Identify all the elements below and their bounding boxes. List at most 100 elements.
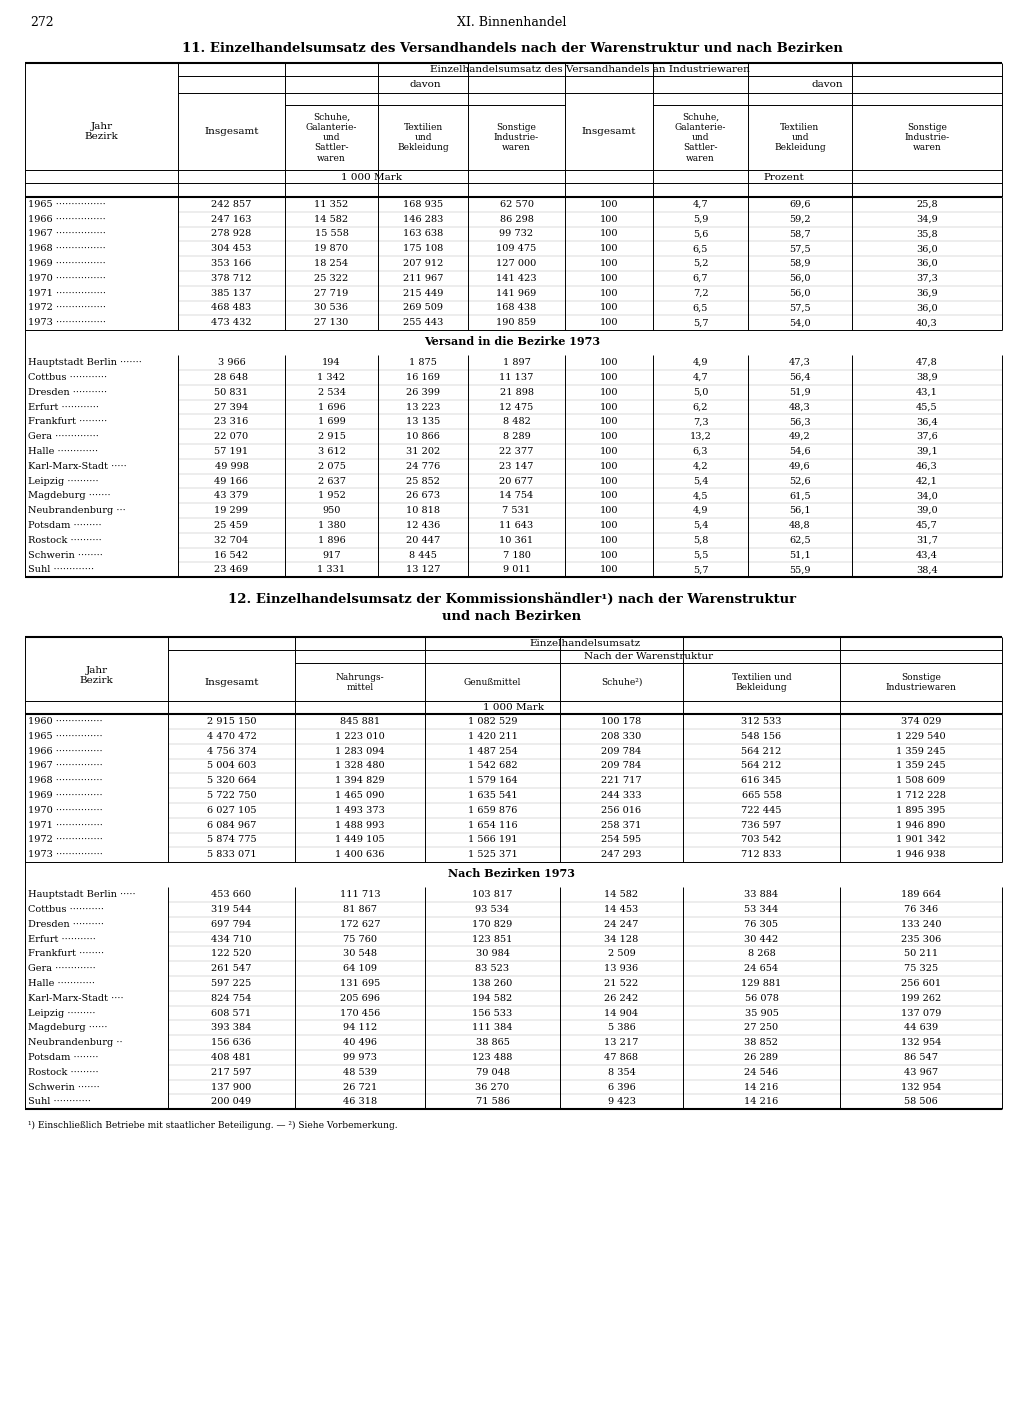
Text: Schuhe,
Galanterie-
und
Sattler-
waren: Schuhe, Galanterie- und Sattler- waren <box>306 113 357 162</box>
Text: 1 000 Mark: 1 000 Mark <box>341 173 402 182</box>
Text: Nach Bezirken 1973: Nach Bezirken 1973 <box>449 867 575 878</box>
Text: 20 677: 20 677 <box>500 477 534 485</box>
Text: 2 637: 2 637 <box>317 477 345 485</box>
Text: 170 456: 170 456 <box>340 1008 380 1018</box>
Text: 100: 100 <box>600 491 618 501</box>
Text: 138 260: 138 260 <box>472 979 513 988</box>
Text: 100: 100 <box>600 388 618 396</box>
Text: Einzelhandelsumsatz: Einzelhandelsumsatz <box>529 639 641 649</box>
Text: 99 973: 99 973 <box>343 1053 377 1062</box>
Text: 4 470 472: 4 470 472 <box>207 732 256 740</box>
Text: 703 542: 703 542 <box>741 836 781 845</box>
Text: 917: 917 <box>323 550 341 560</box>
Text: 100: 100 <box>600 289 618 298</box>
Text: 1966 ················: 1966 ················ <box>28 214 105 224</box>
Text: 468 483: 468 483 <box>211 303 252 313</box>
Text: 35 905: 35 905 <box>744 1008 778 1018</box>
Text: 43,4: 43,4 <box>916 550 938 560</box>
Text: Cottbus ···········: Cottbus ··········· <box>28 905 104 914</box>
Text: 272: 272 <box>30 16 53 28</box>
Text: 111 384: 111 384 <box>472 1024 513 1032</box>
Text: 247 163: 247 163 <box>211 214 252 224</box>
Text: Halle ············: Halle ············ <box>28 979 95 988</box>
Text: 175 108: 175 108 <box>402 244 443 254</box>
Text: 5,4: 5,4 <box>693 520 709 530</box>
Text: 217 597: 217 597 <box>211 1067 252 1077</box>
Text: 736 597: 736 597 <box>741 821 781 829</box>
Text: 5 386: 5 386 <box>607 1024 635 1032</box>
Text: 30 548: 30 548 <box>343 949 377 959</box>
Text: 190 859: 190 859 <box>497 319 537 327</box>
Text: 1 946 890: 1 946 890 <box>896 821 946 829</box>
Text: 50 831: 50 831 <box>214 388 249 396</box>
Text: 4,7: 4,7 <box>692 200 709 209</box>
Text: 100: 100 <box>600 506 618 515</box>
Text: 1 525 371: 1 525 371 <box>468 850 517 859</box>
Text: 27 250: 27 250 <box>744 1024 778 1032</box>
Text: 434 710: 434 710 <box>211 935 252 943</box>
Text: 47,3: 47,3 <box>790 358 811 367</box>
Text: 31,7: 31,7 <box>916 536 938 544</box>
Text: 137 079: 137 079 <box>901 1008 941 1018</box>
Text: 1 493 373: 1 493 373 <box>335 807 385 815</box>
Text: 123 488: 123 488 <box>472 1053 513 1062</box>
Text: 100: 100 <box>600 230 618 238</box>
Text: 200 049: 200 049 <box>211 1097 252 1107</box>
Text: 81 867: 81 867 <box>343 905 377 914</box>
Text: 208 330: 208 330 <box>601 732 642 740</box>
Text: 5 833 071: 5 833 071 <box>207 850 256 859</box>
Text: 100: 100 <box>600 550 618 560</box>
Text: 132 954: 132 954 <box>901 1083 941 1091</box>
Text: Karl-Marx-Stadt ·····: Karl-Marx-Stadt ····· <box>28 461 127 471</box>
Text: Textilien und
Bekleidung: Textilien und Bekleidung <box>732 673 792 692</box>
Text: 6,5: 6,5 <box>693 244 709 254</box>
Text: 199 262: 199 262 <box>901 994 941 1003</box>
Text: 2 509: 2 509 <box>607 949 635 959</box>
Text: Potsdam ········: Potsdam ········ <box>28 1053 98 1062</box>
Text: 58 506: 58 506 <box>904 1097 938 1107</box>
Text: 608 571: 608 571 <box>211 1008 252 1018</box>
Text: Schuhe,
Galanterie-
und
Sattler-
waren: Schuhe, Galanterie- und Sattler- waren <box>675 113 726 162</box>
Text: Textilien
und
Bekleidung: Textilien und Bekleidung <box>774 123 825 152</box>
Text: 57,5: 57,5 <box>790 303 811 313</box>
Text: 156 533: 156 533 <box>472 1008 513 1018</box>
Text: Sonstige
Industrie-
waren: Sonstige Industrie- waren <box>904 123 949 152</box>
Text: 14 216: 14 216 <box>744 1097 778 1107</box>
Text: 54,0: 54,0 <box>790 319 811 327</box>
Text: 824 754: 824 754 <box>211 994 252 1003</box>
Text: 61,5: 61,5 <box>790 491 811 501</box>
Text: 14 216: 14 216 <box>744 1083 778 1091</box>
Text: 56 078: 56 078 <box>744 994 778 1003</box>
Text: 1 487 254: 1 487 254 <box>468 747 517 756</box>
Text: 55,9: 55,9 <box>790 565 811 574</box>
Text: 665 558: 665 558 <box>741 791 781 799</box>
Text: Schuhe²): Schuhe²) <box>601 678 642 687</box>
Text: 374 029: 374 029 <box>901 718 941 726</box>
Text: 10 818: 10 818 <box>406 506 440 515</box>
Text: Sonstige
Industriewaren: Sonstige Industriewaren <box>886 673 956 692</box>
Text: 26 673: 26 673 <box>406 491 440 501</box>
Text: 1 542 682: 1 542 682 <box>468 761 517 770</box>
Text: 11. Einzelhandelsumsatz des Versandhandels nach der Warenstruktur und nach Bezir: 11. Einzelhandelsumsatz des Versandhande… <box>181 41 843 55</box>
Text: 50 211: 50 211 <box>904 949 938 959</box>
Text: Magdeburg ·······: Magdeburg ······· <box>28 491 111 501</box>
Text: Prozent: Prozent <box>763 173 804 182</box>
Text: 304 453: 304 453 <box>211 244 252 254</box>
Text: Erfurt ···········: Erfurt ··········· <box>28 935 96 943</box>
Text: 156 636: 156 636 <box>211 1038 252 1048</box>
Text: 11 137: 11 137 <box>500 372 534 382</box>
Text: 109 475: 109 475 <box>497 244 537 254</box>
Text: Textilien
und
Bekleidung: Textilien und Bekleidung <box>397 123 449 152</box>
Text: 26 242: 26 242 <box>604 994 639 1003</box>
Text: 23 316: 23 316 <box>214 417 249 426</box>
Text: 1 359 245: 1 359 245 <box>896 761 946 770</box>
Text: 39,1: 39,1 <box>916 447 938 455</box>
Text: 2 534: 2 534 <box>317 388 345 396</box>
Text: 5,8: 5,8 <box>693 536 709 544</box>
Text: 258 371: 258 371 <box>601 821 642 829</box>
Text: Dresden ···········: Dresden ··········· <box>28 388 108 396</box>
Text: 100: 100 <box>600 259 618 268</box>
Text: 1 659 876: 1 659 876 <box>468 807 517 815</box>
Text: 46 318: 46 318 <box>343 1097 377 1107</box>
Text: 111 713: 111 713 <box>340 890 380 900</box>
